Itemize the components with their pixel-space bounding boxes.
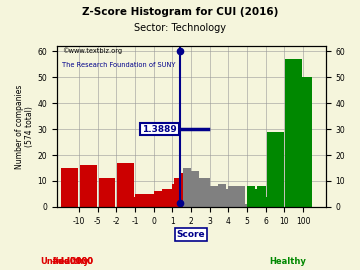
Bar [257, 186, 266, 207]
Text: #dd0000: #dd0000 [51, 257, 93, 266]
Bar [117, 186, 128, 207]
Text: Sector: Technology: Sector: Technology [134, 23, 226, 33]
Bar [212, 186, 220, 207]
Bar [193, 181, 202, 207]
Bar [135, 194, 143, 207]
Bar [99, 178, 116, 207]
Text: Unhealthy: Unhealthy [40, 256, 89, 265]
Bar [172, 184, 181, 207]
Bar [220, 189, 229, 207]
Bar [162, 189, 170, 207]
Bar [154, 191, 162, 207]
Bar [230, 189, 239, 207]
Bar [80, 176, 97, 207]
Text: ©www.textbiz.org: ©www.textbiz.org [62, 48, 122, 54]
Bar [249, 189, 257, 207]
Bar [143, 194, 152, 207]
Bar [202, 178, 210, 207]
Bar [274, 191, 283, 207]
Text: #dd0000: #dd0000 [51, 257, 93, 266]
Bar [99, 197, 116, 207]
Bar [137, 194, 145, 207]
Bar [218, 184, 226, 207]
Bar [117, 163, 134, 207]
Bar [174, 178, 183, 207]
Bar [156, 194, 164, 207]
Bar [266, 197, 274, 207]
Bar [228, 186, 237, 207]
Bar [255, 189, 264, 207]
Bar [183, 168, 191, 207]
Bar [239, 204, 247, 207]
Bar [61, 168, 78, 207]
Bar [145, 194, 154, 207]
Bar [80, 166, 97, 207]
Bar [285, 59, 302, 207]
Bar [210, 186, 218, 207]
Bar [199, 178, 208, 207]
X-axis label: Score: Score [177, 230, 206, 239]
Bar [164, 189, 172, 207]
Y-axis label: Number of companies
(574 total): Number of companies (574 total) [15, 84, 35, 169]
Text: Healthy: Healthy [270, 256, 306, 265]
Text: The Research Foundation of SUNY: The Research Foundation of SUNY [62, 62, 176, 68]
Bar [247, 186, 255, 207]
Bar [267, 132, 284, 207]
Text: 1.3889: 1.3889 [142, 124, 177, 134]
Bar [181, 173, 189, 207]
Text: Z-Score Histogram for CUI (2016): Z-Score Histogram for CUI (2016) [82, 7, 278, 17]
Bar [295, 77, 311, 207]
Bar [191, 171, 199, 207]
Bar [127, 197, 135, 207]
Bar [237, 186, 245, 207]
